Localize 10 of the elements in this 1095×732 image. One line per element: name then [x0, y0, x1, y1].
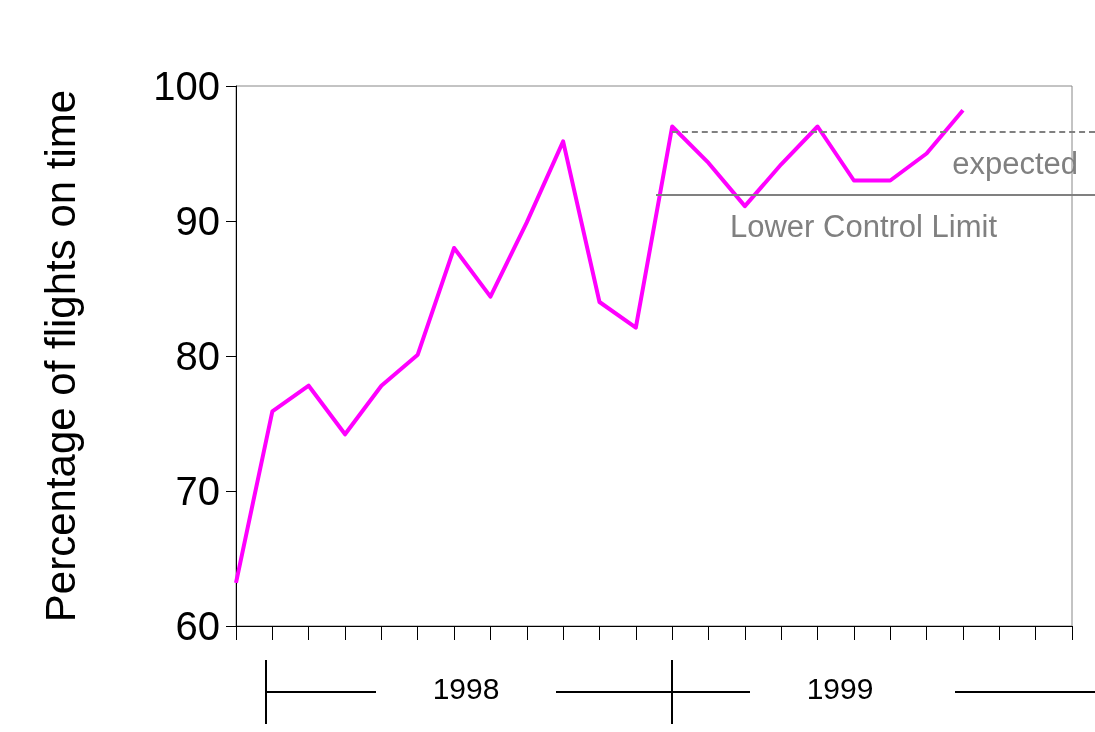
text: 1999: [806, 672, 874, 706]
ref-line-label: Lower Control Limit: [730, 209, 998, 246]
y-tick-label: 100: [153, 64, 220, 108]
y-axis-title: Percentage of flights on time: [36, 89, 84, 623]
y-tick-label: 90: [175, 199, 220, 243]
y-tick-label: 80: [175, 334, 220, 378]
text: 1998: [432, 672, 500, 706]
ref-line-label: expected: [952, 145, 1078, 182]
y-tick-label: 70: [175, 469, 220, 513]
y-tick-label: 60: [175, 604, 220, 648]
